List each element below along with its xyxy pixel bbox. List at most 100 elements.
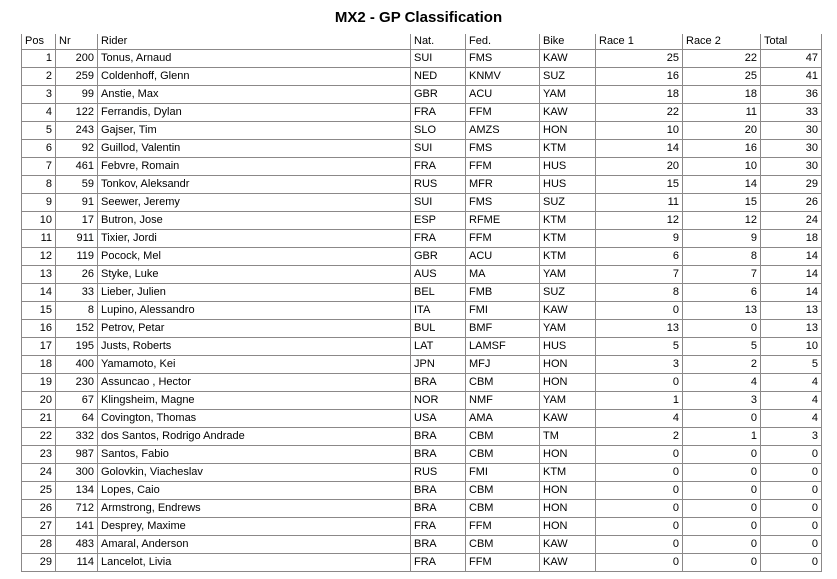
cell-pos: 26 <box>21 499 56 518</box>
cell-fed: FMS <box>465 193 540 212</box>
cell-total: 36 <box>760 85 822 104</box>
cell-race2: 14 <box>682 175 761 194</box>
table-row: 6 92 Guillod, Valentin SUI FMS KTM 14 16 30 <box>21 139 822 158</box>
column-header-bike: Bike <box>539 34 596 50</box>
cell-bike: HON <box>539 373 596 392</box>
cell-race1: 20 <box>595 157 683 176</box>
cell-pos: 5 <box>21 121 56 140</box>
cell-rider: Tixier, Jordi <box>97 229 411 248</box>
cell-nr: 67 <box>55 391 98 410</box>
cell-nat: BRA <box>410 445 466 464</box>
cell-bike: KTM <box>539 211 596 230</box>
cell-nat: BEL <box>410 283 466 302</box>
cell-total: 26 <box>760 193 822 212</box>
cell-rider: Assuncao , Hector <box>97 373 411 392</box>
cell-race1: 6 <box>595 247 683 266</box>
cell-total: 30 <box>760 121 822 140</box>
cell-rider: Ferrandis, Dylan <box>97 103 411 122</box>
cell-bike: TM <box>539 427 596 446</box>
cell-rider: Lieber, Julien <box>97 283 411 302</box>
cell-pos: 22 <box>21 427 56 446</box>
cell-total: 41 <box>760 67 822 86</box>
cell-race1: 16 <box>595 67 683 86</box>
cell-bike: HON <box>539 121 596 140</box>
cell-race2: 0 <box>682 319 761 338</box>
cell-bike: YAM <box>539 391 596 410</box>
table-row: 22 332 dos Santos, Rodrigo Andrade BRA CBM TM… <box>21 427 822 446</box>
cell-race1: 18 <box>595 85 683 104</box>
cell-rider: Styke, Luke <box>97 265 411 284</box>
cell-nr: 230 <box>55 373 98 392</box>
cell-bike: KAW <box>539 409 596 428</box>
cell-fed: BMF <box>465 319 540 338</box>
cell-nat: ESP <box>410 211 466 230</box>
cell-fed: NMF <box>465 391 540 410</box>
cell-race1: 22 <box>595 103 683 122</box>
cell-nr: 114 <box>55 553 98 572</box>
cell-nat: RUS <box>410 463 466 482</box>
table-row: 7 461 Febvre, Romain FRA FFM HUS 20 10 30 <box>21 157 822 176</box>
cell-pos: 23 <box>21 445 56 464</box>
cell-fed: ACU <box>465 85 540 104</box>
cell-fed: CBM <box>465 499 540 518</box>
cell-nat: BRA <box>410 481 466 500</box>
table-row: 28 483 Amaral, Anderson BRA CBM KAW 0 0 0 <box>21 535 822 554</box>
cell-fed: FFM <box>465 103 540 122</box>
cell-rider: Butron, Jose <box>97 211 411 230</box>
cell-fed: FMI <box>465 463 540 482</box>
cell-bike: HON <box>539 445 596 464</box>
cell-nr: 243 <box>55 121 98 140</box>
cell-race1: 0 <box>595 481 683 500</box>
cell-pos: 27 <box>21 517 56 536</box>
cell-nat: GBR <box>410 247 466 266</box>
column-header-fed: Fed. <box>465 34 540 50</box>
results-table: Pos Nr Rider Nat. Fed. Bike Race 1 Race … <box>21 34 822 572</box>
column-header-nat: Nat. <box>410 34 466 50</box>
cell-pos: 28 <box>21 535 56 554</box>
table-row: 3 99 Anstie, Max GBR ACU YAM 18 18 36 <box>21 85 822 104</box>
cell-rider: Amaral, Anderson <box>97 535 411 554</box>
cell-rider: Lancelot, Livia <box>97 553 411 572</box>
table-row: 27 141 Desprey, Maxime FRA FFM HON 0 0 0 <box>21 517 822 536</box>
cell-race1: 0 <box>595 535 683 554</box>
cell-nat: LAT <box>410 337 466 356</box>
cell-nr: 483 <box>55 535 98 554</box>
cell-pos: 15 <box>21 301 56 320</box>
cell-bike: KTM <box>539 247 596 266</box>
cell-nr: 59 <box>55 175 98 194</box>
table-row: 13 26 Styke, Luke AUS MA YAM 7 7 14 <box>21 265 822 284</box>
table-row: 4 122 Ferrandis, Dylan FRA FFM KAW 22 11 33 <box>21 103 822 122</box>
cell-nat: GBR <box>410 85 466 104</box>
cell-total: 29 <box>760 175 822 194</box>
cell-race2: 25 <box>682 67 761 86</box>
cell-nr: 300 <box>55 463 98 482</box>
cell-nr: 119 <box>55 247 98 266</box>
cell-fed: AMA <box>465 409 540 428</box>
cell-bike: KTM <box>539 463 596 482</box>
cell-bike: KAW <box>539 103 596 122</box>
cell-fed: FFM <box>465 157 540 176</box>
table-row: 20 67 Klingsheim, Magne NOR NMF YAM 1 3 4 <box>21 391 822 410</box>
cell-nr: 122 <box>55 103 98 122</box>
cell-race2: 18 <box>682 85 761 104</box>
cell-total: 10 <box>760 337 822 356</box>
cell-nat: AUS <box>410 265 466 284</box>
cell-bike: KAW <box>539 301 596 320</box>
table-row: 16 152 Petrov, Petar BUL BMF YAM 13 0 13 <box>21 319 822 338</box>
cell-nr: 99 <box>55 85 98 104</box>
cell-bike: HON <box>539 481 596 500</box>
cell-total: 14 <box>760 265 822 284</box>
table-row: 17 195 Justs, Roberts LAT LAMSF HUS 5 5 10 <box>21 337 822 356</box>
cell-race1: 2 <box>595 427 683 446</box>
cell-race2: 0 <box>682 517 761 536</box>
cell-fed: CBM <box>465 481 540 500</box>
cell-rider: Yamamoto, Kei <box>97 355 411 374</box>
cell-race1: 7 <box>595 265 683 284</box>
table-row: 23 987 Santos, Fabio BRA CBM HON 0 0 0 <box>21 445 822 464</box>
cell-nr: 64 <box>55 409 98 428</box>
cell-race2: 0 <box>682 499 761 518</box>
cell-nat: USA <box>410 409 466 428</box>
table-row: 14 33 Lieber, Julien BEL FMB SUZ 8 6 14 <box>21 283 822 302</box>
cell-total: 24 <box>760 211 822 230</box>
